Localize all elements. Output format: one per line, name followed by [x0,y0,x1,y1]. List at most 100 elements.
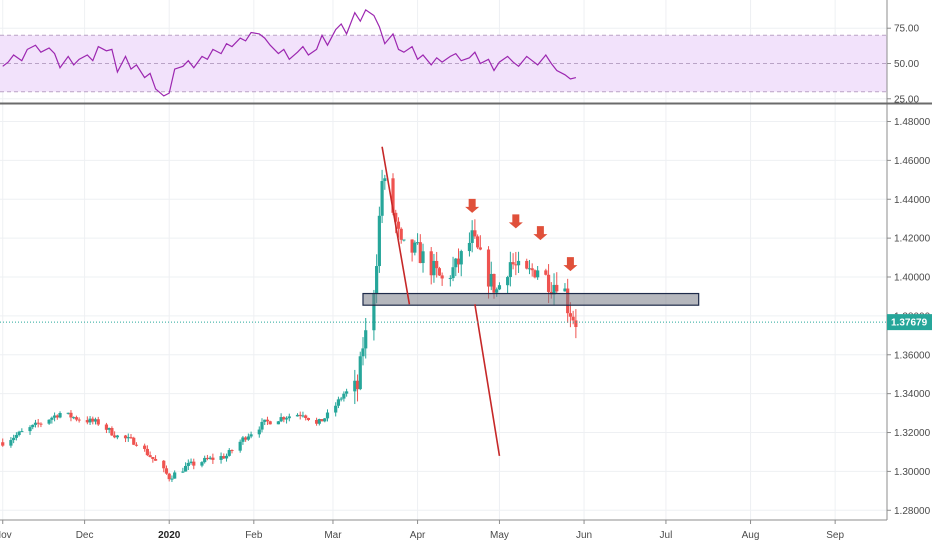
candle-body [377,215,381,267]
candle-body [183,465,188,472]
axes [0,0,932,521]
candle-body [402,239,406,241]
candle-body [440,275,444,279]
rsi-tick-label: 75.00 [894,24,919,35]
time-tick-label: Aug [742,530,760,541]
candle-body [200,462,204,466]
candle-body [495,289,499,293]
candle-body [336,399,341,406]
candle-body [342,393,346,399]
down-arrow-marker[interactable] [533,226,548,241]
candle-body [33,422,38,425]
down-arrow-marker[interactable] [465,198,480,213]
rsi-panel [0,9,887,97]
time-tick-label: Mar [324,530,342,541]
candle-body [301,415,305,417]
time-tick-label: Dec [76,530,94,541]
candle-body [129,437,133,439]
candle-body [511,262,515,265]
candle-body [205,457,210,459]
candle-body [506,277,510,286]
candle-body [486,249,491,287]
candle-body [478,247,482,250]
candle-body [429,251,433,276]
last-price-value: 1.37679 [891,318,928,329]
candle-body [527,268,532,270]
candle-body [391,178,395,213]
trend-line[interactable] [381,146,411,305]
candle-body [372,292,376,331]
rsi-scale[interactable]: 75.00 50.00 25.00 [887,24,919,106]
candle-body [265,419,270,422]
candle-body [287,416,291,419]
candle-body [399,228,403,240]
time-scale[interactable]: Nov Dec 2020 Feb Mar Apr May Jun Jul Aug Sep [0,520,844,541]
candle-body [58,413,62,418]
candle-body [52,415,57,418]
price-tick-label: 1.42000 [894,234,931,245]
candle-body [224,455,229,459]
candle-body [454,258,458,268]
candle-body [314,419,319,424]
rsi-tick-label: 50.00 [894,59,919,70]
candle-body [134,444,139,446]
candle-body [110,428,114,436]
candle-body [113,435,117,438]
price-tick-label: 1.30000 [894,467,931,478]
candle-body [222,456,226,459]
trend-line[interactable] [474,304,501,456]
candle-body [219,456,223,460]
candle-body [186,462,190,466]
time-tick-label: Nov [0,530,12,541]
candle-body [418,242,422,264]
down-arrow-marker[interactable] [563,257,578,272]
candle-body [339,398,343,400]
candle-body [320,419,324,422]
time-tick-label: May [490,530,509,541]
candle-body [115,435,119,438]
price-tick-label: 1.44000 [894,195,931,206]
candle-body [96,419,100,425]
candle-body [284,418,289,420]
candle-body [1,442,5,446]
candle-body [72,417,76,419]
candle-body [47,419,51,424]
candle-body [563,288,567,292]
candle-body [552,284,556,295]
candle-body [394,212,398,222]
candle-body [279,417,283,422]
candle-body [345,391,349,394]
candle-body [448,278,452,280]
candle-body [69,412,73,418]
candle-body [203,457,207,463]
candle-body [230,450,234,452]
candle-body [432,260,436,276]
time-tick-label: 2020 [158,530,181,541]
candle-body [31,424,35,428]
last-price-label: 1.37679 [0,314,932,331]
candle-body [304,415,308,418]
support-zone-rectangle[interactable] [362,292,700,306]
candle-body [536,270,540,278]
candle-body [132,437,136,445]
candle-body [295,414,300,417]
candle-body [170,478,174,480]
candle-body [306,417,311,420]
price-tick-label: 1.28000 [894,506,931,517]
time-tick-label: Jul [660,530,673,541]
candle-body [546,274,551,292]
candle-body [325,412,330,419]
down-arrow-marker[interactable] [508,214,523,229]
time-tick-label: Jun [576,530,592,541]
candle-body [476,236,480,248]
candle-body [17,431,21,436]
candle-body [334,405,338,413]
candle-body [164,468,169,474]
candle-body [459,251,463,265]
candle-body [451,267,455,279]
candle-body [167,473,171,480]
candle-body [39,423,43,425]
candle-body [380,181,384,216]
candle-body [91,418,95,422]
